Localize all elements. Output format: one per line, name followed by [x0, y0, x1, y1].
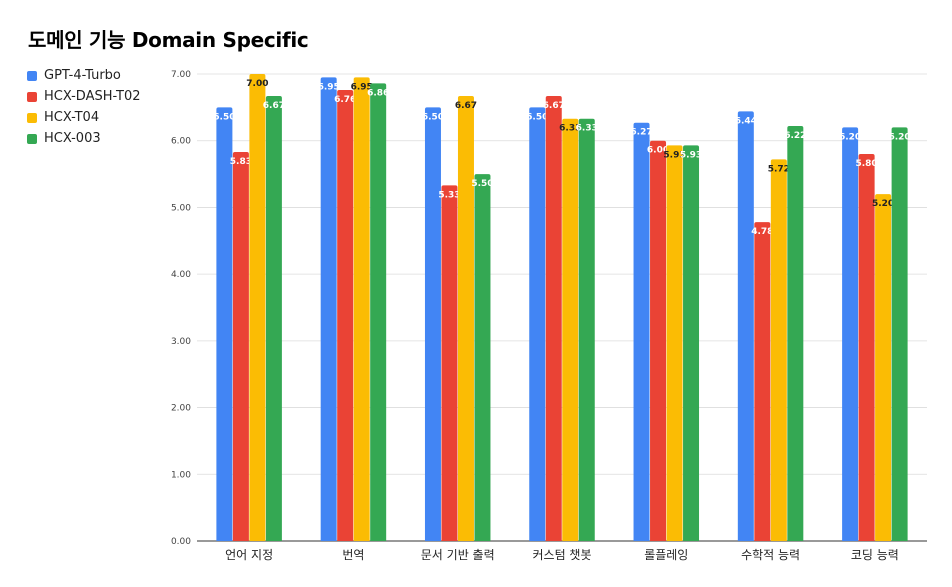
data-label: 7.00	[246, 79, 268, 89]
bar	[529, 107, 546, 541]
legend-item-gpt-4-turbo: GPT-4-Turbo	[27, 65, 140, 86]
data-label: 6.20	[888, 132, 910, 142]
bar	[787, 126, 804, 541]
data-label: 5.83	[230, 157, 252, 167]
bar	[858, 154, 875, 542]
data-label: 5.33	[438, 190, 460, 200]
data-label: 5.80	[855, 159, 877, 169]
data-label: 6.95	[351, 82, 373, 92]
data-label: 6.33	[576, 124, 598, 134]
bar	[666, 145, 683, 542]
bar	[353, 77, 370, 541]
bar	[265, 96, 282, 541]
bar	[842, 127, 859, 541]
bar	[216, 107, 233, 541]
legend-label: HCX-003	[44, 131, 101, 146]
bar	[457, 96, 474, 541]
bar	[370, 83, 387, 541]
bar	[562, 118, 579, 541]
bar	[737, 111, 754, 542]
category-label: 문서 기반 출력	[421, 548, 495, 562]
data-label: 4.78	[751, 227, 773, 237]
data-label: 6.67	[263, 101, 285, 111]
bar	[891, 127, 908, 541]
y-tick-label: 5.00	[171, 203, 191, 213]
legend-item-hcx-dash-t02: HCX-DASH-T02	[27, 86, 140, 107]
bar	[633, 122, 650, 542]
y-tick-label: 4.00	[171, 270, 191, 280]
category-label: 언어 지정	[225, 548, 273, 562]
data-label: 5.50	[471, 179, 493, 189]
chart-title: 도메인 기능 Domain Specific	[28, 28, 309, 52]
bar	[875, 194, 892, 542]
data-label: 6.50	[422, 112, 444, 122]
legend-item-hcx-t04: HCX-T04	[27, 107, 140, 128]
y-tick-label: 7.00	[171, 70, 191, 80]
bar	[337, 90, 354, 542]
data-label: 6.76	[334, 95, 356, 105]
category-label: 수학적 능력	[741, 548, 800, 562]
category-label: 커스텀 챗봇	[532, 547, 591, 562]
data-label: 6.50	[213, 112, 235, 122]
legend-swatch	[27, 133, 37, 144]
data-label: 6.22	[784, 131, 806, 141]
data-label: 6.95	[318, 82, 340, 92]
data-label: 5.93	[663, 150, 685, 160]
data-label: 6.67	[455, 101, 477, 111]
bar	[578, 118, 595, 541]
bar	[545, 96, 562, 541]
bar	[683, 145, 700, 542]
legend-swatch	[27, 70, 37, 81]
y-tick-label: 2.00	[171, 404, 191, 414]
data-label: 5.72	[768, 164, 790, 174]
legend-label: HCX-DASH-T02	[44, 89, 141, 104]
data-label: 5.93	[680, 150, 702, 160]
data-label: 6.44	[735, 116, 757, 126]
data-label: 6.86	[367, 88, 389, 98]
category-label: 롤플레잉	[644, 548, 688, 562]
legend-swatch	[27, 91, 37, 102]
data-label: 6.33	[559, 124, 581, 134]
data-label: 6.20	[839, 132, 861, 142]
legend-label: HCX-T04	[44, 110, 100, 125]
legend-item-hcx-003: HCX-003	[27, 128, 140, 149]
data-label: 5.20	[872, 199, 894, 209]
y-tick-label: 0.00	[171, 537, 191, 547]
y-tick-label: 3.00	[171, 337, 191, 347]
bar	[441, 185, 458, 542]
bar	[232, 152, 249, 541]
category-label: 코딩 능력	[851, 548, 899, 562]
data-label: 6.67	[543, 101, 565, 111]
bar	[770, 159, 787, 541]
data-label: 6.00	[647, 146, 669, 156]
bar	[754, 222, 771, 541]
legend-label: GPT-4-Turbo	[44, 68, 121, 83]
legend: GPT-4-Turbo HCX-DASH-T02 HCX-T04 HCX-003	[27, 65, 140, 149]
bar	[249, 74, 266, 541]
data-label: 6.27	[630, 128, 652, 138]
y-tick-label: 6.00	[171, 137, 191, 147]
bar	[650, 140, 667, 541]
y-tick-label: 1.00	[171, 470, 191, 480]
bar	[320, 77, 337, 541]
category-label: 번역	[342, 548, 364, 562]
legend-swatch	[27, 112, 37, 123]
bar	[424, 107, 441, 541]
bar	[474, 174, 491, 542]
data-label: 6.50	[526, 112, 548, 122]
